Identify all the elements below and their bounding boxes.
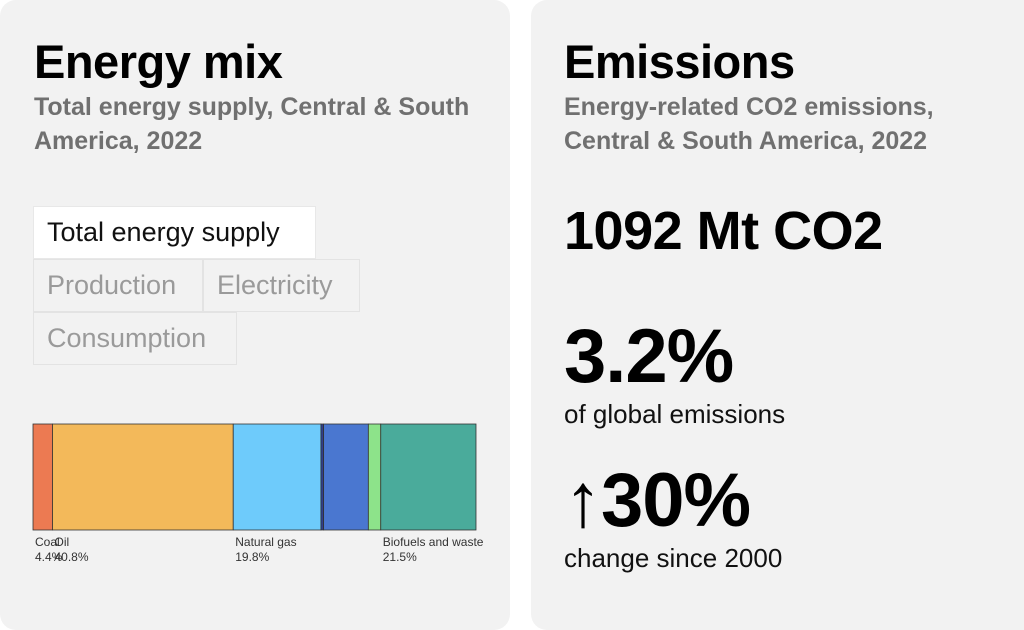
energy-mix-title: Energy mix — [34, 35, 283, 88]
bar-segment-wind-solar-etc — [367, 423, 382, 531]
segment-name-coal: Coal — [35, 535, 60, 549]
global-share-value: 3.2% — [564, 314, 734, 399]
tab-total-energy-supply[interactable]: Total energy supply — [33, 206, 316, 259]
global-share-label: of global emissions — [564, 399, 786, 429]
emissions-subtitle: Energy-related CO2 emissions, Central & … — [564, 93, 934, 155]
segment-value-natural-gas: 19.8% — [235, 550, 269, 564]
segment-name-natural-gas: Natural gas — [235, 535, 296, 549]
segment-value-biofuels-and-waste: 21.5% — [383, 550, 417, 564]
segment-value-oil: 40.8% — [54, 550, 88, 564]
bar-segment-coal — [32, 423, 53, 531]
segment-value-coal: 4.4% — [35, 550, 63, 564]
emissions-total-value: 1092 Mt CO2 — [564, 201, 883, 261]
energy-mix-subtitle: Total energy supply, Central & South Ame… — [34, 93, 470, 155]
segment-name-oil: Oil — [54, 535, 69, 549]
tab-consumption[interactable]: Consumption — [33, 312, 237, 365]
emissions-title: Emissions — [564, 35, 795, 88]
change-since-2000-value: ↑30% — [564, 458, 751, 543]
tab-electricity[interactable]: Electricity — [203, 259, 360, 312]
bar-segment-biofuels-and-waste — [380, 423, 477, 531]
bar-segment-natural-gas — [232, 423, 322, 531]
change-since-2000-label: change since 2000 — [564, 543, 783, 573]
emissions-card: Emissions Energy-related CO2 emissions, … — [531, 0, 1024, 630]
bar-segment-hydro — [323, 423, 369, 531]
segment-name-biofuels-and-waste: Biofuels and waste — [383, 535, 484, 549]
bar-segment-oil — [52, 423, 234, 531]
energy-mix-card: Energy mix Total energy supply, Central … — [0, 0, 510, 630]
tab-production[interactable]: Production — [33, 259, 203, 312]
